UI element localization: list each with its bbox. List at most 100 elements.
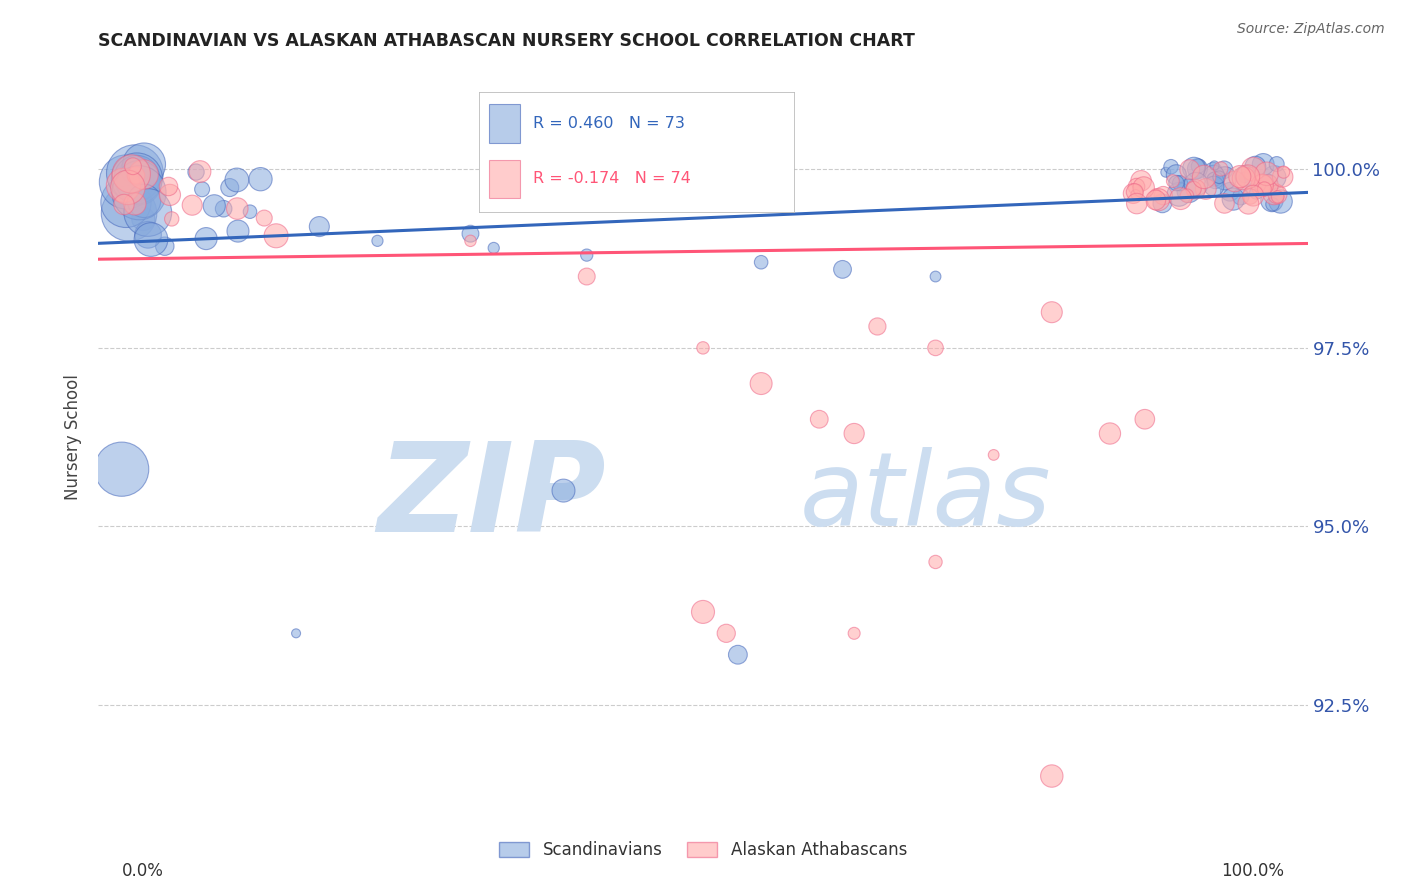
Point bbox=[1040, 305, 1063, 319]
Point bbox=[1256, 167, 1278, 181]
Point bbox=[118, 206, 141, 220]
Point bbox=[1204, 159, 1226, 173]
Point bbox=[866, 319, 889, 334]
Text: Source: ZipAtlas.com: Source: ZipAtlas.com bbox=[1237, 22, 1385, 37]
Point bbox=[727, 648, 749, 662]
Point bbox=[132, 157, 155, 171]
Point bbox=[1178, 184, 1201, 198]
Point bbox=[1152, 188, 1174, 202]
Point bbox=[1261, 194, 1284, 208]
Point bbox=[1239, 189, 1261, 203]
Point bbox=[128, 186, 150, 200]
Point bbox=[1261, 197, 1284, 211]
Point bbox=[125, 171, 148, 186]
Text: 0.0%: 0.0% bbox=[122, 862, 163, 880]
Point bbox=[1178, 162, 1201, 177]
Point bbox=[1251, 157, 1274, 171]
Point bbox=[692, 341, 714, 355]
Point bbox=[285, 626, 308, 640]
Point bbox=[749, 376, 772, 391]
Point bbox=[1229, 169, 1251, 184]
Point bbox=[1223, 174, 1246, 188]
Point bbox=[136, 227, 159, 242]
Point bbox=[1160, 160, 1182, 174]
Point bbox=[239, 204, 262, 219]
Point bbox=[308, 219, 330, 234]
Point bbox=[1187, 161, 1209, 176]
Point bbox=[1170, 192, 1192, 206]
Point bbox=[1222, 192, 1244, 206]
Point bbox=[1147, 193, 1170, 207]
Text: 100.0%: 100.0% bbox=[1222, 862, 1284, 880]
Point bbox=[1144, 193, 1167, 207]
Point bbox=[924, 269, 946, 284]
Point bbox=[124, 197, 146, 211]
Legend: Scandinavians, Alaskan Athabascans: Scandinavians, Alaskan Athabascans bbox=[492, 835, 914, 866]
Point bbox=[1208, 170, 1230, 185]
Point bbox=[124, 166, 146, 180]
Point bbox=[202, 199, 225, 213]
Point bbox=[1251, 178, 1274, 193]
Point bbox=[226, 202, 249, 216]
Point bbox=[1213, 171, 1236, 186]
Point bbox=[1244, 160, 1267, 174]
Point bbox=[112, 197, 135, 211]
Point bbox=[924, 341, 946, 355]
Point bbox=[195, 231, 218, 245]
Point bbox=[1257, 176, 1279, 190]
Point bbox=[212, 202, 235, 216]
Point bbox=[844, 626, 866, 640]
Point bbox=[1125, 187, 1147, 202]
Point bbox=[1234, 169, 1257, 183]
Point bbox=[460, 234, 482, 248]
Point bbox=[1246, 186, 1268, 200]
Point bbox=[1133, 412, 1156, 426]
Point bbox=[1126, 196, 1149, 211]
Point bbox=[692, 605, 714, 619]
Point bbox=[128, 176, 150, 190]
Point bbox=[1241, 183, 1264, 197]
Point bbox=[366, 234, 388, 248]
Point bbox=[1195, 182, 1218, 196]
Point bbox=[136, 205, 159, 219]
Point bbox=[1202, 179, 1225, 194]
Point bbox=[1040, 769, 1063, 783]
Point bbox=[1240, 167, 1263, 181]
Point bbox=[1168, 187, 1191, 202]
Point bbox=[1237, 196, 1260, 211]
Point bbox=[482, 241, 505, 255]
Point bbox=[1161, 174, 1184, 188]
Point bbox=[218, 180, 240, 194]
Point bbox=[1192, 169, 1215, 184]
Point bbox=[1144, 187, 1167, 202]
Point bbox=[1209, 161, 1232, 176]
Y-axis label: Nursery School: Nursery School bbox=[65, 374, 83, 500]
Point bbox=[553, 483, 575, 498]
Text: ZIP: ZIP bbox=[378, 436, 606, 558]
Point bbox=[1263, 186, 1285, 201]
Point bbox=[1132, 180, 1154, 194]
Point bbox=[749, 255, 772, 269]
Text: SCANDINAVIAN VS ALASKAN ATHABASCAN NURSERY SCHOOL CORRELATION CHART: SCANDINAVIAN VS ALASKAN ATHABASCAN NURSE… bbox=[98, 32, 915, 50]
Point bbox=[1182, 182, 1205, 196]
Point bbox=[124, 162, 146, 177]
Point bbox=[1249, 178, 1271, 193]
Point bbox=[1098, 426, 1121, 441]
Point bbox=[226, 224, 249, 238]
Point bbox=[1152, 196, 1174, 211]
Point bbox=[1233, 171, 1256, 186]
Point bbox=[1257, 178, 1279, 192]
Point bbox=[1182, 161, 1205, 176]
Point bbox=[112, 178, 135, 193]
Point bbox=[1122, 186, 1144, 201]
Point bbox=[191, 182, 214, 196]
Point bbox=[184, 165, 207, 179]
Point bbox=[1237, 169, 1260, 184]
Point bbox=[575, 269, 598, 284]
Point bbox=[132, 168, 155, 182]
Point bbox=[1272, 165, 1295, 179]
Point bbox=[132, 194, 155, 208]
Point bbox=[1265, 157, 1288, 171]
Point bbox=[716, 626, 738, 640]
Point bbox=[122, 159, 145, 173]
